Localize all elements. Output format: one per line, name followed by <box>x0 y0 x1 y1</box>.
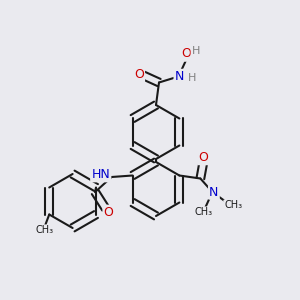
Text: H: H <box>192 46 200 56</box>
Text: O: O <box>198 151 208 164</box>
Text: HN: HN <box>92 168 110 181</box>
Text: O: O <box>134 68 144 82</box>
Text: N: N <box>175 70 184 83</box>
Text: N: N <box>209 185 219 199</box>
Text: CH₃: CH₃ <box>194 207 212 218</box>
Text: CH₃: CH₃ <box>224 200 242 211</box>
Text: H: H <box>188 73 196 83</box>
Text: O: O <box>104 206 114 219</box>
Text: O: O <box>182 47 191 61</box>
Text: CH₃: CH₃ <box>36 225 54 236</box>
